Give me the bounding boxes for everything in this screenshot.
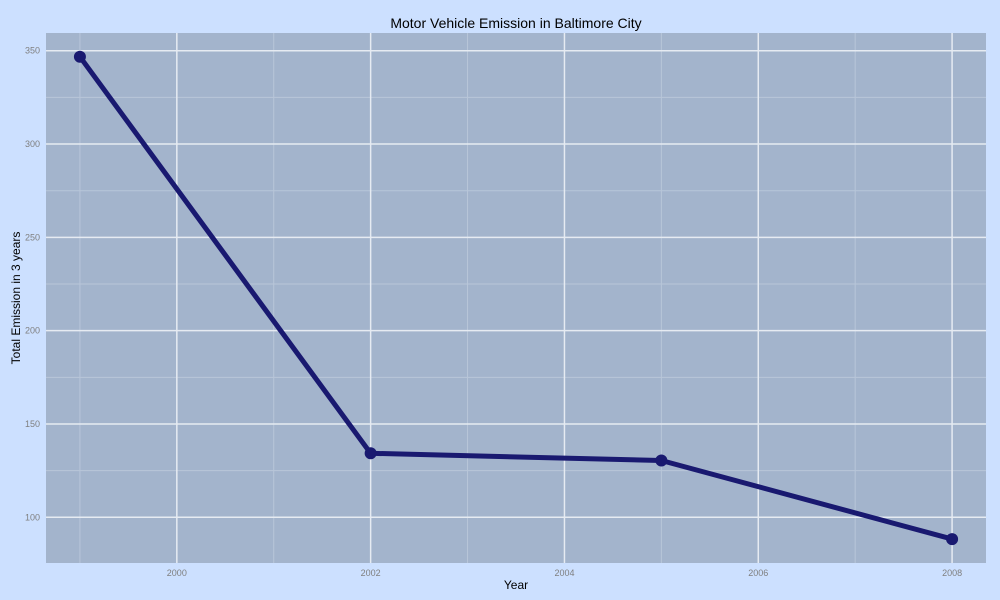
x-tick-label: 2002 xyxy=(361,568,381,578)
y-tick-label: 150 xyxy=(25,419,40,429)
y-tick-label: 100 xyxy=(25,512,40,522)
data-point xyxy=(73,50,86,63)
data-point xyxy=(364,447,377,460)
y-axis-title: Total Emission in 3 years xyxy=(9,232,23,365)
y-tick-label: 300 xyxy=(25,139,40,149)
x-tick-label: 2004 xyxy=(554,568,574,578)
series-line xyxy=(77,54,955,542)
minor-gridlines xyxy=(46,33,986,563)
y-tick-label: 350 xyxy=(25,46,40,56)
y-tick-label: 250 xyxy=(25,232,40,242)
major-gridlines xyxy=(46,33,986,563)
y-tick-label: 200 xyxy=(25,326,40,336)
data-point xyxy=(946,533,959,546)
data-point xyxy=(655,454,668,467)
series-layer xyxy=(77,54,955,542)
x-tick-label: 2006 xyxy=(748,568,768,578)
plot-panel xyxy=(46,33,986,563)
y-axis-ticks: 100 150 200 250 300 350 xyxy=(25,46,40,523)
x-tick-label: 2008 xyxy=(942,568,962,578)
x-tick-label: 2000 xyxy=(167,568,187,578)
chart-title: Motor Vehicle Emission in Baltimore City xyxy=(390,15,641,31)
points-layer xyxy=(73,50,959,546)
x-axis-title: Year xyxy=(504,578,528,592)
x-axis-ticks: 2000 2002 2004 2006 2008 xyxy=(167,568,962,578)
